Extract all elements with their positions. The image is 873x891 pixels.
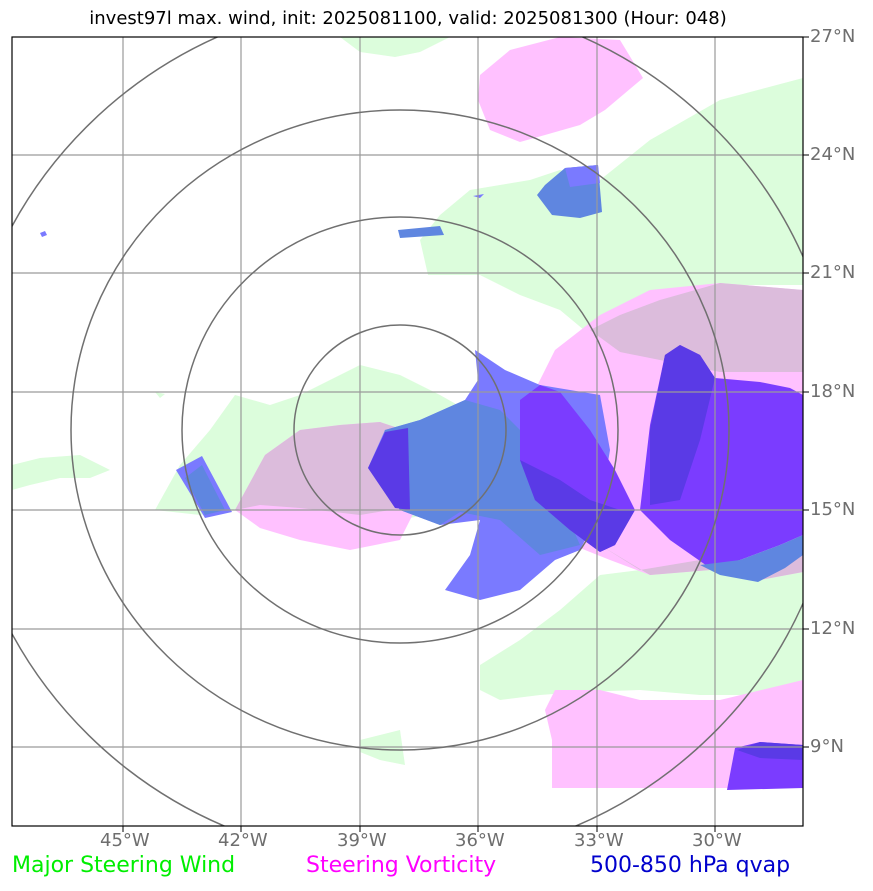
- steering-wind-region: [420, 78, 803, 335]
- lon-label-45w: 45°W: [100, 830, 150, 851]
- qvap-region: [520, 460, 635, 552]
- steering-wind-region: [480, 540, 803, 700]
- tick-marks: [122, 36, 809, 832]
- steering-wind-region: [155, 392, 165, 398]
- range-ring: [70, 109, 730, 751]
- lon-label-42w: 42°W: [218, 830, 268, 851]
- map-title: invest97l max. wind, init: 2025081100, v…: [89, 8, 727, 29]
- lat-label-24n: 24°N: [810, 144, 856, 165]
- steering-wind-layer: [12, 37, 803, 765]
- lat-label-18n: 18°N: [810, 381, 856, 402]
- range-ring: [181, 216, 619, 644]
- graticule: [12, 37, 803, 826]
- vorticity-region: [478, 37, 643, 142]
- qvap-region: [398, 226, 444, 238]
- lat-label-27n: 27°N: [810, 26, 856, 47]
- legend-steering-vorticity: Steering Vorticity: [306, 853, 497, 878]
- qvap-region: [368, 428, 410, 510]
- lon-label-33w: 33°W: [574, 830, 624, 851]
- steering-wind-region: [12, 455, 110, 490]
- legend-qvap: 500-850 hPa qvap: [590, 853, 791, 878]
- qvap-layer: [40, 165, 803, 790]
- lat-label-15n: 15°N: [810, 499, 856, 520]
- plot-frame: [11, 36, 804, 827]
- map-plot-area: [12, 37, 803, 826]
- lon-label-39w: 39°W: [337, 830, 387, 851]
- steering-wind-region: [340, 37, 450, 57]
- legend-steering-wind: Major Steering Wind: [12, 853, 236, 878]
- overlap-region: [235, 422, 420, 515]
- qvap-region: [185, 465, 225, 515]
- lat-label-12n: 12°N: [810, 618, 856, 639]
- qvap-region: [565, 165, 600, 187]
- range-rings: [12, 37, 803, 826]
- lat-label-21n: 21°N: [810, 262, 856, 283]
- range-ring: [293, 324, 507, 536]
- overlap-region: [590, 283, 803, 372]
- lon-label-36w: 36°W: [455, 830, 505, 851]
- qvap-region: [700, 535, 803, 582]
- qvap-region: [650, 345, 715, 505]
- lon-label-30w: 30°W: [692, 830, 742, 851]
- qvap-region: [40, 231, 47, 237]
- lat-label-9n: 9°N: [810, 736, 844, 757]
